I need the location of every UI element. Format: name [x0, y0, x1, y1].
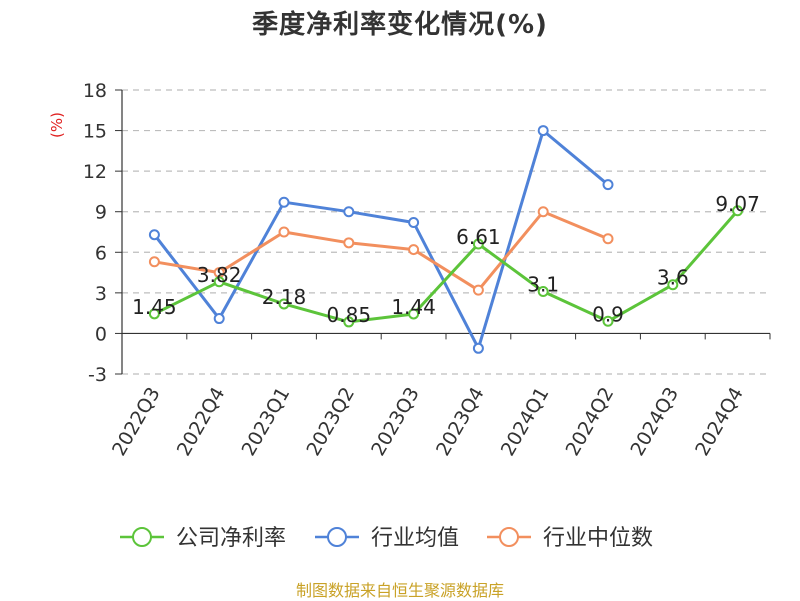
y-tick-label: 6 — [95, 242, 107, 264]
data-point — [148, 256, 160, 268]
data-point — [148, 229, 160, 241]
data-point — [278, 196, 290, 208]
x-tick-label: 2023Q3 — [367, 384, 424, 460]
data-point — [537, 206, 549, 218]
y-tick-label: 15 — [83, 121, 107, 143]
data-point — [472, 238, 484, 250]
data-label: 0.9 — [592, 302, 624, 326]
data-point — [472, 284, 484, 296]
x-tick-label: 2023Q1 — [238, 384, 295, 460]
y-tick-label: 18 — [83, 80, 107, 102]
data-point — [408, 217, 420, 229]
data-point — [343, 206, 355, 218]
data-label: 3.6 — [657, 266, 689, 290]
x-tick-label: 2024Q2 — [562, 384, 619, 460]
data-point — [408, 308, 420, 320]
data-label: 0.85 — [327, 303, 372, 327]
data-point — [537, 125, 549, 137]
data-point — [148, 308, 160, 320]
data-label: 3.82 — [197, 263, 242, 287]
series-line — [154, 210, 609, 292]
y-tick-label: 12 — [83, 161, 107, 183]
x-tick-label: 2023Q2 — [302, 384, 359, 460]
x-tick-label: 2022Q3 — [108, 384, 165, 460]
x-tick-label: 2024Q1 — [497, 384, 554, 460]
chart-title: 季度净利率变化情况(%) — [252, 10, 548, 40]
legend-marker — [132, 527, 152, 547]
data-point — [667, 279, 679, 291]
data-label: 6.61 — [456, 225, 501, 249]
x-tick-label: 2022Q4 — [173, 384, 230, 460]
y-axis-label: (%) — [48, 112, 66, 138]
x-tick-label: 2024Q4 — [691, 384, 748, 460]
legend-marker — [499, 527, 519, 547]
y-tick-label: -3 — [88, 364, 107, 386]
data-point — [343, 237, 355, 249]
legend-marker — [327, 527, 347, 547]
data-label: 2.18 — [262, 285, 307, 309]
data-point — [472, 342, 484, 354]
data-label: 1.44 — [391, 295, 436, 319]
data-point — [213, 313, 225, 325]
data-point — [602, 315, 614, 327]
data-source-note: 制图数据来自恒生聚源数据库 — [295, 581, 504, 600]
series-line — [153, 209, 739, 324]
data-label: 3.1 — [527, 273, 559, 297]
data-point — [602, 233, 614, 245]
legend-label: 公司净利率 — [176, 526, 286, 551]
data-point — [278, 298, 290, 310]
data-point — [408, 244, 420, 256]
data-point — [278, 226, 290, 238]
x-tick-label: 2024Q3 — [626, 384, 683, 460]
y-tick-label: 0 — [95, 323, 107, 345]
y-tick-label: 3 — [95, 283, 107, 305]
data-label: 1.45 — [132, 295, 177, 319]
data-point — [732, 205, 744, 217]
data-point — [343, 316, 355, 328]
data-label: 9.07 — [715, 192, 760, 216]
y-tick-label: 9 — [95, 202, 107, 224]
legend-label: 行业均值 — [371, 526, 459, 551]
data-point — [213, 276, 225, 288]
data-point — [602, 179, 614, 191]
legend-label: 行业中位数 — [543, 526, 653, 551]
x-tick-label: 2023Q4 — [432, 384, 489, 460]
series-line — [153, 129, 609, 350]
data-point — [537, 286, 549, 298]
